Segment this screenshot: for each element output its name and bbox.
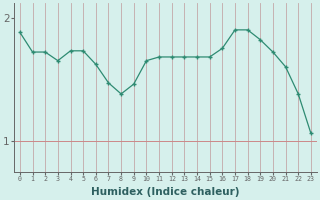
- X-axis label: Humidex (Indice chaleur): Humidex (Indice chaleur): [91, 187, 240, 197]
